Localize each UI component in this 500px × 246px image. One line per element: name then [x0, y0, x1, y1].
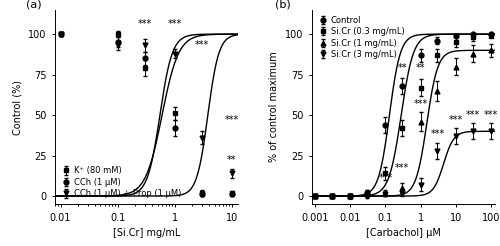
Text: ***: ***	[484, 110, 498, 120]
Text: ***: ***	[395, 163, 409, 173]
Text: **: **	[416, 63, 426, 73]
Text: (a): (a)	[26, 0, 42, 10]
Y-axis label: Control (%): Control (%)	[12, 79, 22, 135]
Text: **: **	[398, 63, 407, 73]
Y-axis label: % of control maximum: % of control maximum	[270, 52, 280, 162]
X-axis label: [Carbachol] μM: [Carbachol] μM	[366, 228, 441, 238]
Text: ***: ***	[430, 129, 444, 139]
Text: ***: ***	[138, 19, 152, 29]
Text: (b): (b)	[275, 0, 291, 10]
Text: **: **	[227, 155, 236, 165]
Text: ***: ***	[414, 99, 428, 109]
Text: ***: ***	[466, 110, 479, 120]
Text: ***: ***	[378, 173, 392, 183]
Text: ***: ***	[224, 115, 239, 125]
Legend: K⁺ (80 mM), CCh (1 μM), CCh (1 μM) + Prop (1 μM): K⁺ (80 mM), CCh (1 μM), CCh (1 μM) + Pro…	[59, 165, 183, 200]
Legend: Control, Si.Cr (0.3 mg/mL), Si.Cr (1 mg/mL), Si.Cr (3 mg/mL): Control, Si.Cr (0.3 mg/mL), Si.Cr (1 mg/…	[316, 14, 406, 61]
X-axis label: [Si.Cr] mg/mL: [Si.Cr] mg/mL	[113, 228, 180, 238]
Text: ***: ***	[168, 19, 182, 29]
Text: ***: ***	[448, 115, 463, 125]
Text: ***: ***	[195, 40, 209, 50]
